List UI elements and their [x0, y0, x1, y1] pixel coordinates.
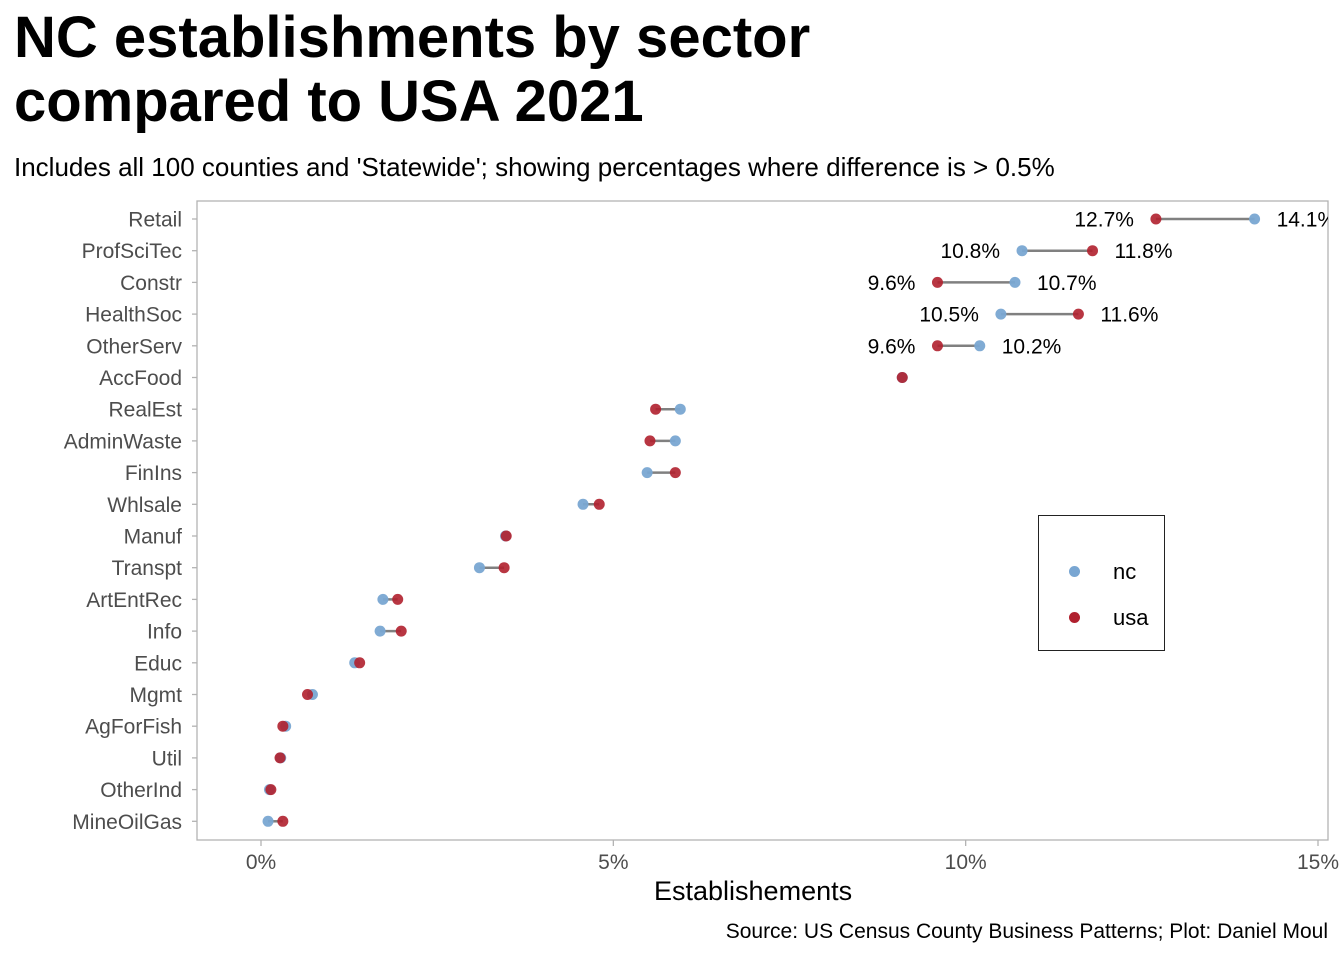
- data-label-nc-Constr: 10.7%: [1037, 272, 1097, 295]
- y-tick-label-Mgmt: Mgmt: [130, 684, 183, 707]
- point-nc-Retail: [1249, 213, 1261, 225]
- point-nc-ProfSciTec: [1016, 245, 1028, 257]
- y-tick-label-OtherInd: OtherInd: [100, 779, 182, 802]
- data-label-nc-OtherServ: 10.2%: [1002, 335, 1062, 358]
- point-usa-Transpt: [498, 562, 510, 574]
- legend: nc usa: [1038, 515, 1165, 651]
- point-nc-Whlsale: [577, 498, 589, 510]
- point-nc-Transpt: [473, 562, 485, 574]
- y-tick-label-OtherServ: OtherServ: [86, 335, 182, 358]
- y-tick-label-Manuf: Manuf: [124, 526, 183, 549]
- y-tick-label-HealthSoc: HealthSoc: [85, 304, 182, 327]
- x-tick-label-5: 5%: [598, 851, 628, 874]
- point-nc-RealEst: [674, 403, 686, 415]
- point-usa-Info: [395, 625, 407, 637]
- point-usa-Manuf: [500, 530, 512, 542]
- y-tick-label-Whlsale: Whlsale: [107, 494, 182, 517]
- chart-subtitle: Includes all 100 counties and 'Statewide…: [14, 152, 1055, 182]
- point-usa-MineOilGas: [277, 815, 289, 827]
- y-tick-label-AccFood: AccFood: [99, 367, 182, 390]
- point-usa-ProfSciTec: [1087, 245, 1099, 257]
- y-tick-label-Retail: Retail: [128, 209, 182, 232]
- data-label-usa-ProfSciTec: 11.8%: [1115, 240, 1173, 263]
- point-usa-Util: [274, 752, 286, 764]
- y-tick-label-RealEst: RealEst: [108, 399, 182, 422]
- y-tick-label-Constr: Constr: [120, 272, 182, 295]
- y-tick-label-MineOilGas: MineOilGas: [72, 811, 182, 834]
- point-nc-OtherServ: [974, 340, 986, 352]
- point-nc-ArtEntRec: [377, 593, 389, 605]
- point-nc-AdminWaste: [669, 435, 681, 447]
- point-usa-AccFood: [896, 372, 908, 383]
- y-tick-label-FinIns: FinIns: [125, 462, 182, 485]
- x-tick-label-10: 10%: [945, 851, 987, 874]
- point-usa-Mgmt: [302, 689, 314, 700]
- point-nc-MineOilGas: [262, 815, 274, 827]
- plot-marks: 14.1% 12.7% 10.8% 11.8% 10.7% 9.6%10.5% 11.6% 1…: [262, 209, 1337, 827]
- point-usa-ArtEntRec: [392, 593, 404, 605]
- legend-swatch-usa: [1069, 612, 1080, 623]
- data-label-nc-Retail: 14.1%: [1277, 209, 1337, 232]
- source-caption: Source: US Census County Business Patter…: [725, 920, 1328, 943]
- legend-label-usa: usa: [1113, 605, 1149, 630]
- point-nc-HealthSoc: [995, 308, 1007, 320]
- point-usa-OtherServ: [931, 340, 943, 352]
- y-tick-label-AdminWaste: AdminWaste: [64, 430, 182, 453]
- y-tick-label-Transpt: Transpt: [112, 557, 183, 580]
- plot-panel: [196, 200, 1329, 841]
- legend-swatch-nc: [1069, 566, 1080, 577]
- x-tick-label-0: 0%: [246, 851, 276, 874]
- y-tick-label-ArtEntRec: ArtEntRec: [86, 589, 182, 612]
- y-tick-label-Util: Util: [152, 747, 182, 770]
- data-label-usa-HealthSoc: 11.6%: [1100, 304, 1158, 327]
- point-usa-OtherInd: [265, 784, 277, 796]
- point-usa-Whlsale: [593, 498, 605, 510]
- point-usa-Constr: [931, 276, 943, 288]
- y-tick-label-AgForFish: AgForFish: [85, 716, 182, 739]
- data-label-nc-HealthSoc: 10.5%: [919, 304, 979, 327]
- legend-label-nc: nc: [1113, 559, 1137, 584]
- y-tick-label-Educ: Educ: [134, 652, 182, 675]
- point-usa-HealthSoc: [1072, 308, 1084, 320]
- y-tick-label-ProfSciTec: ProfSciTec: [82, 240, 182, 263]
- point-usa-AgForFish: [277, 720, 289, 732]
- point-usa-Retail: [1150, 213, 1162, 225]
- point-usa-Educ: [354, 657, 366, 669]
- x-axis-label: Establishements: [654, 876, 853, 906]
- point-usa-FinIns: [669, 467, 681, 479]
- data-label-usa-OtherServ: 9.6%: [868, 335, 916, 358]
- chart-title: NC establishments by sector compared to …: [14, 5, 811, 134]
- data-label-usa-Retail: 12.7%: [1074, 209, 1134, 232]
- data-label-nc-ProfSciTec: 10.8%: [940, 240, 1000, 263]
- point-nc-FinIns: [641, 467, 653, 479]
- point-usa-AdminWaste: [644, 435, 656, 447]
- point-nc-Constr: [1009, 276, 1021, 288]
- point-nc-Info: [374, 625, 386, 637]
- y-tick-label-Info: Info: [147, 621, 182, 644]
- x-tick-label-15: 15%: [1297, 851, 1339, 874]
- data-label-usa-Constr: 9.6%: [868, 272, 916, 295]
- point-usa-RealEst: [650, 403, 662, 415]
